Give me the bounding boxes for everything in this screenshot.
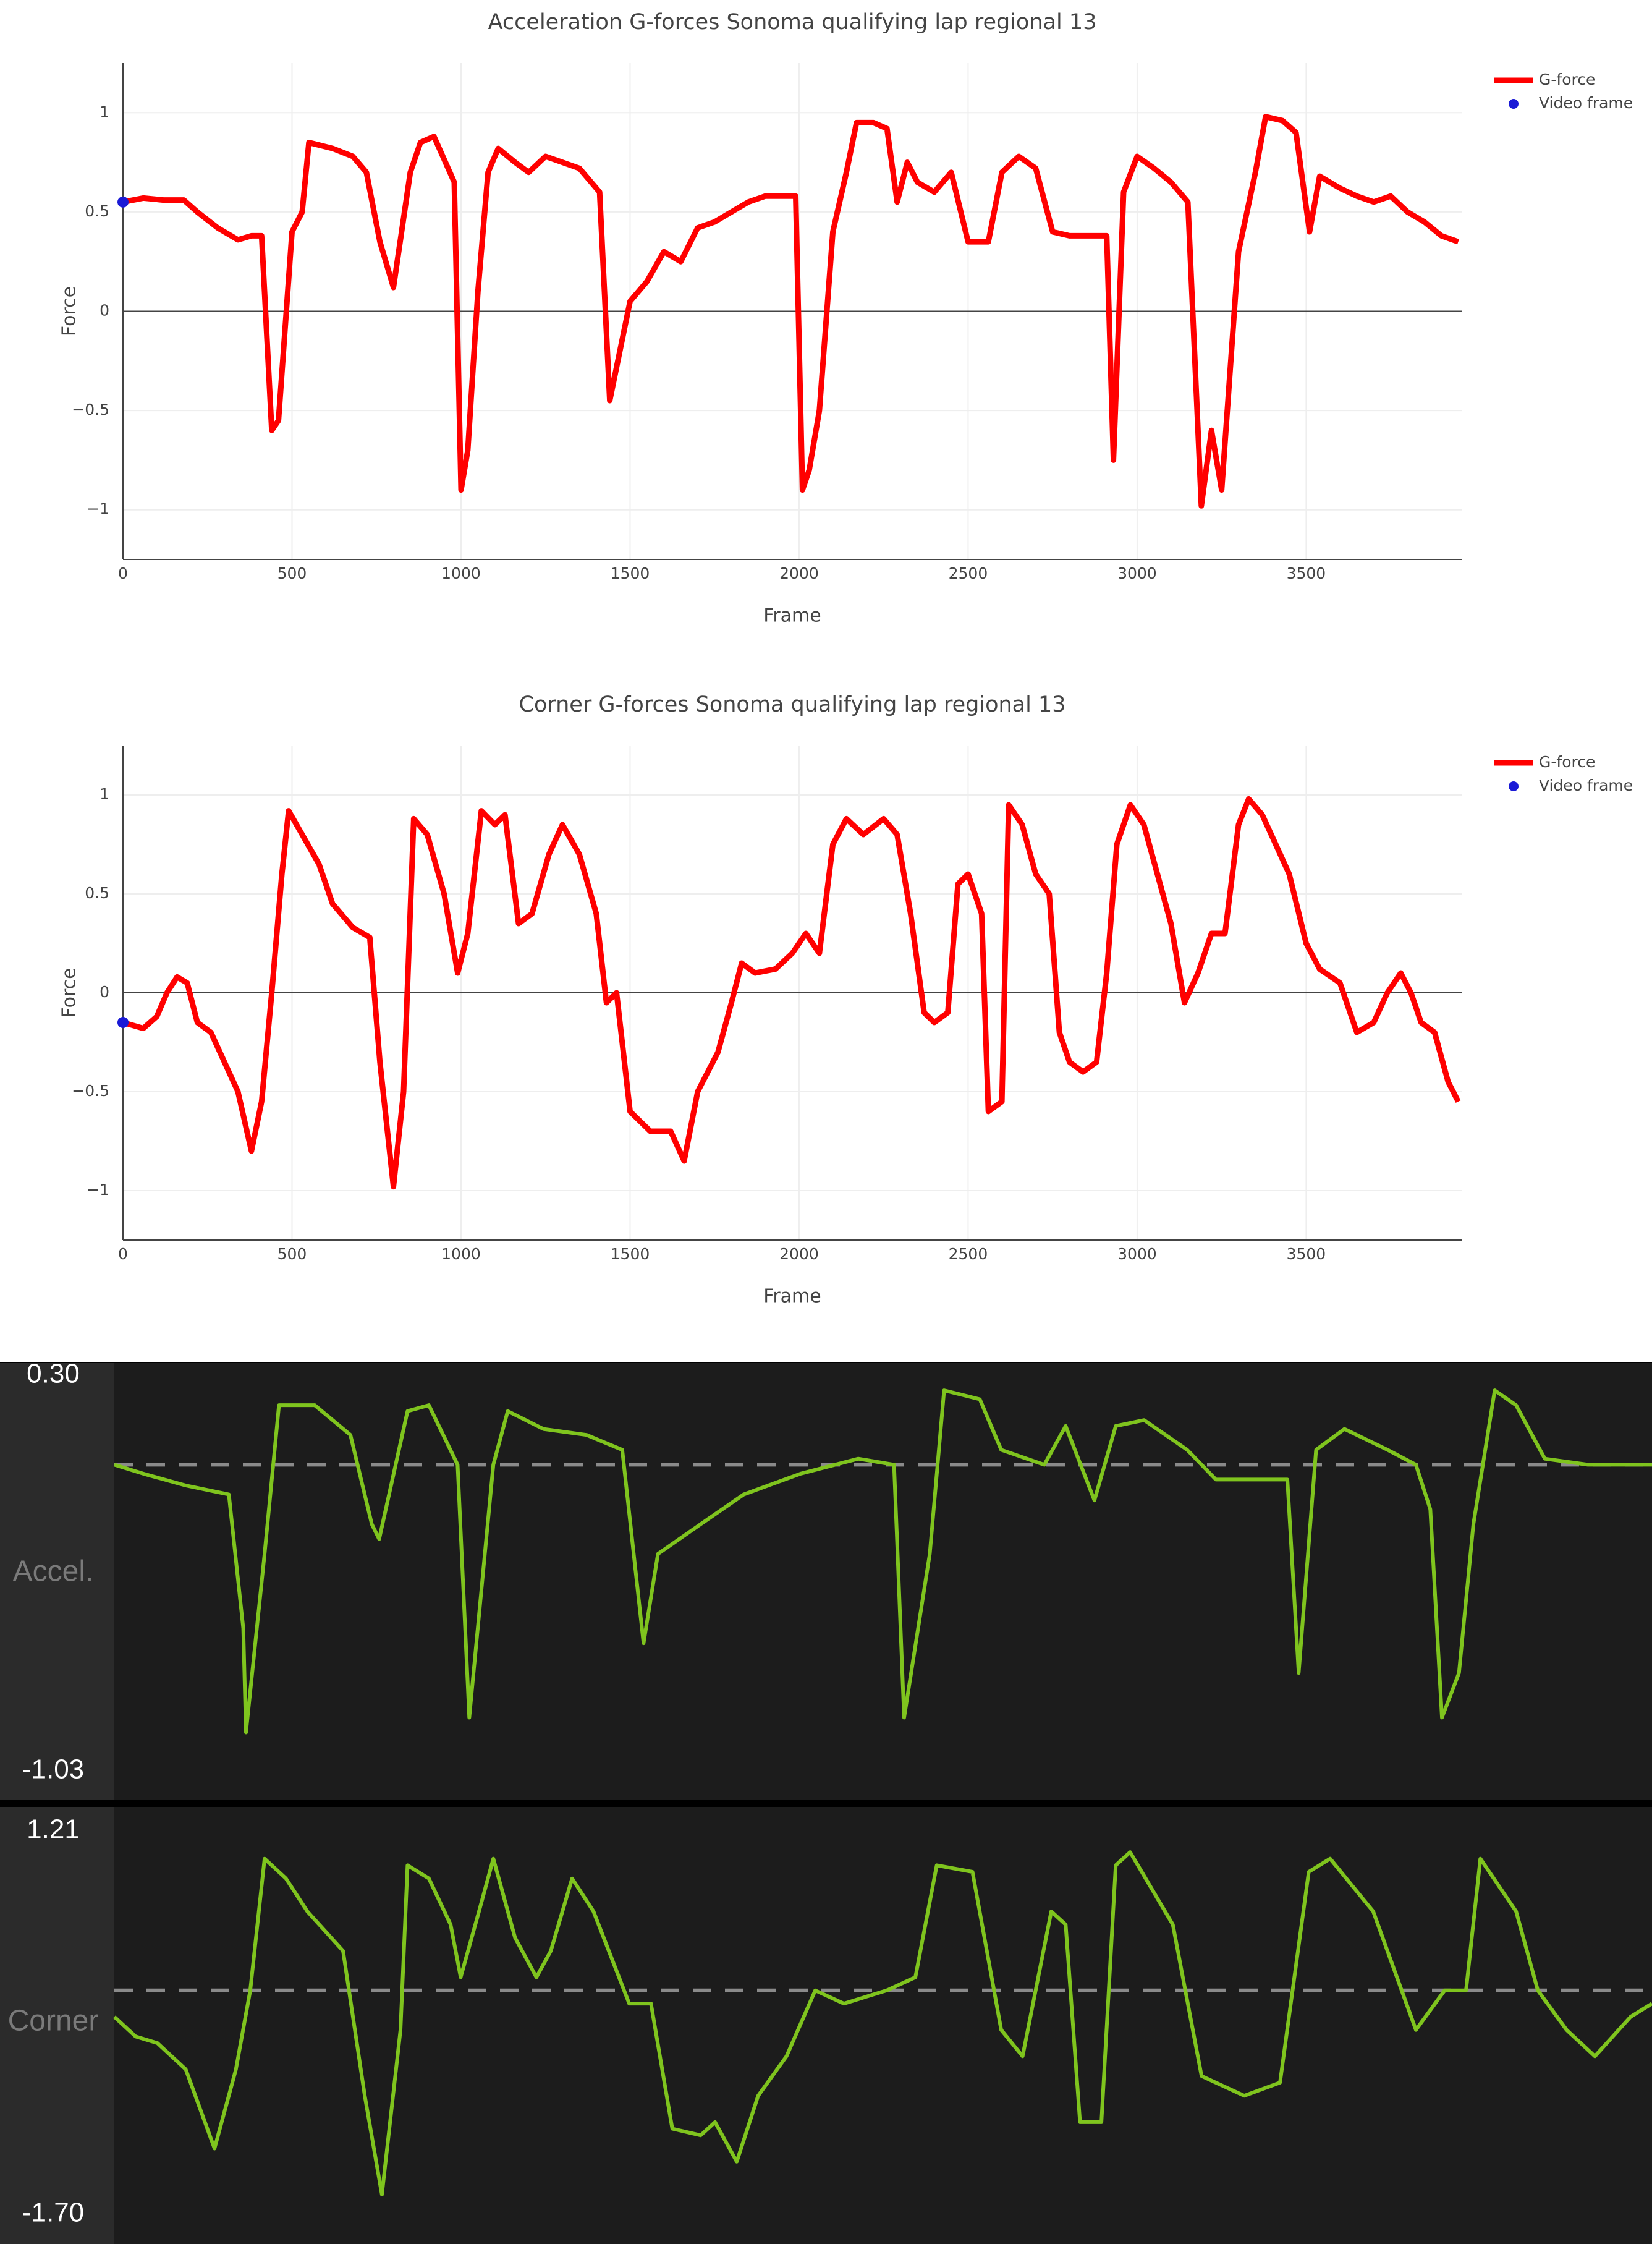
- y-tick-label: −1: [87, 1181, 109, 1199]
- y-tick-label: 0.30: [27, 1359, 80, 1389]
- marker: [117, 196, 129, 208]
- legend-marker: [1509, 781, 1519, 791]
- x-tick-label: 3000: [1117, 564, 1157, 582]
- chart-title: Acceleration G-forces Sonoma qualifying …: [488, 10, 1097, 35]
- panel-background: [114, 1807, 1652, 2244]
- legend-marker: [1509, 99, 1519, 109]
- data-line: [114, 1388, 1652, 1735]
- y-tick-label: −1: [87, 500, 109, 518]
- y-tick-label: −0.5: [72, 1082, 109, 1100]
- x-tick-label: 2500: [949, 564, 988, 582]
- y-tick-label: 0: [100, 983, 109, 1001]
- y-tick-label: 1: [100, 103, 109, 121]
- y-axis-title: Force: [59, 967, 80, 1018]
- marker: [117, 1017, 129, 1028]
- x-tick-label: 1000: [441, 564, 481, 582]
- x-tick-label: 0: [118, 1245, 128, 1263]
- x-axis-title: Frame: [763, 605, 821, 627]
- x-tick-label: 0: [118, 564, 128, 582]
- x-tick-label: 1500: [611, 564, 650, 582]
- x-tick-label: 3500: [1287, 1245, 1326, 1263]
- legend-label: G-force: [1539, 70, 1595, 88]
- y-tick-label: -1.03: [22, 1754, 84, 1785]
- x-axis-title: Frame: [763, 1286, 821, 1307]
- y-tick-label: 0.5: [85, 884, 109, 902]
- panel-background: [114, 1363, 1652, 1800]
- y-tick-label: 0.5: [85, 202, 109, 220]
- chart-title: Corner G-forces Sonoma qualifying lap re…: [519, 692, 1066, 717]
- y-tick-label: 1: [100, 785, 109, 803]
- x-tick-label: 1500: [611, 1245, 650, 1263]
- y-tick-label: 1.21: [27, 1814, 80, 1845]
- y-tick-label: 0: [100, 302, 109, 320]
- y-tick-label: -1.70: [22, 2198, 84, 2228]
- legend-label: Video frame: [1539, 94, 1633, 112]
- data-line: [122, 114, 1460, 509]
- x-tick-label: 2500: [949, 1245, 988, 1263]
- legend-label: G-force: [1539, 753, 1595, 771]
- x-tick-label: 1000: [441, 1245, 481, 1263]
- x-tick-label: 3500: [1287, 564, 1326, 582]
- panel-label: Accel.: [13, 1555, 94, 1588]
- x-tick-label: 3000: [1117, 1245, 1157, 1263]
- data-line: [112, 1850, 1652, 2196]
- panel-label-column: [0, 1807, 114, 2244]
- x-tick-label: 500: [277, 1245, 307, 1263]
- y-tick-label: −0.5: [72, 401, 109, 419]
- panel-label: Corner: [8, 2005, 99, 2038]
- panel-label-column: [0, 1363, 114, 1800]
- data-line: [122, 796, 1461, 1190]
- legend-label: Video frame: [1539, 776, 1633, 794]
- plot-background: [0, 0, 1652, 1362]
- x-tick-label: 2000: [779, 564, 819, 582]
- x-tick-label: 500: [277, 564, 307, 582]
- x-tick-label: 2000: [779, 1245, 819, 1263]
- y-axis-title: Force: [59, 286, 80, 336]
